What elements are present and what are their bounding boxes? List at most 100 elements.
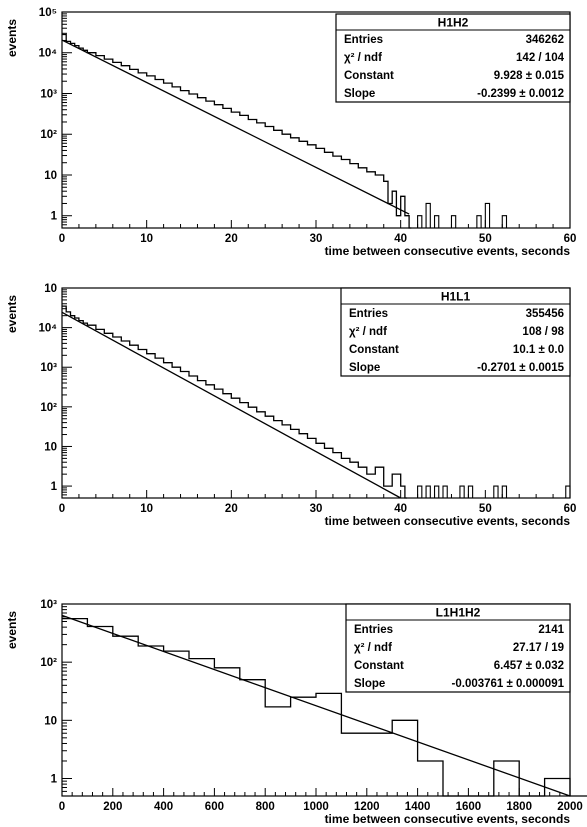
stats-row-label: Constant bbox=[349, 344, 399, 356]
stats-box-frame bbox=[345, 603, 571, 693]
y-tick-label: 1 bbox=[51, 211, 58, 223]
histogram-bin bbox=[442, 485, 448, 498]
stats-row-value: 2141 bbox=[538, 624, 564, 636]
y-tick-label: 10⁴ bbox=[39, 323, 58, 335]
histogram-line bbox=[62, 617, 587, 797]
stats-box: L1H1H2 Entries 2141 χ² / ndf 27.17 / 19 Const… bbox=[345, 603, 571, 693]
stats-row-label: χ² / ndf bbox=[344, 52, 382, 64]
y-tick-label: 10³ bbox=[40, 362, 57, 374]
x-tick-label: 0 bbox=[59, 233, 65, 245]
x-axis-label: time between consecutive events, seconds bbox=[325, 514, 571, 528]
y-tick-label: 10³ bbox=[40, 599, 57, 611]
histogram-bin bbox=[501, 215, 508, 228]
x-axis-label: time between consecutive events, seconds bbox=[325, 244, 571, 258]
y-tick-label: 10 bbox=[44, 170, 57, 182]
y-tick-label: 10² bbox=[40, 129, 57, 141]
stats-row-value: 6.457 ± 0.032 bbox=[494, 660, 564, 672]
stats-row-label: Entries bbox=[354, 624, 393, 636]
x-tick-label: 200 bbox=[103, 801, 122, 813]
histogram-bin bbox=[433, 485, 440, 498]
x-tick-label: 1600 bbox=[456, 801, 482, 813]
x-tick-label: 30 bbox=[310, 233, 323, 245]
histogram-bin bbox=[493, 485, 499, 498]
histogram-bin bbox=[417, 485, 423, 498]
stats-row-value: 346262 bbox=[526, 34, 564, 46]
x-tick-label: 1800 bbox=[506, 801, 532, 813]
x-tick-label: 600 bbox=[205, 801, 224, 813]
fit-line bbox=[61, 614, 571, 797]
y-axis-label: events bbox=[5, 295, 19, 333]
x-tick-label: 1000 bbox=[303, 801, 329, 813]
stats-box: H1L1 Entries 355456 χ² / ndf 108 / 98 Constan… bbox=[340, 287, 571, 377]
histogram-line bbox=[62, 33, 412, 229]
y-tick-label: 10² bbox=[40, 657, 57, 669]
y-tick-label: 10³ bbox=[40, 88, 57, 100]
stats-row-label: Entries bbox=[344, 34, 383, 46]
x-tick-label: 50 bbox=[479, 233, 492, 245]
x-tick-label: 1200 bbox=[354, 801, 380, 813]
stats-title: H1H2 bbox=[438, 16, 469, 30]
stats-row-label: Slope bbox=[349, 362, 380, 374]
stats-row-value: 142 / 104 bbox=[516, 52, 565, 64]
stats-box: H1H2 Entries 346262 χ² / ndf 142 / 104 Consta… bbox=[335, 13, 571, 103]
stats-title: H1L1 bbox=[441, 290, 471, 304]
histogram-bin bbox=[459, 485, 465, 498]
stats-row-label: Slope bbox=[354, 678, 385, 690]
y-tick-label: 1 bbox=[51, 481, 58, 493]
x-tick-label: 60 bbox=[564, 233, 577, 245]
stats-row-value: -0.003761 ± 0.000091 bbox=[452, 678, 565, 690]
y-tick-label: 10 bbox=[44, 283, 57, 295]
histogram-bin bbox=[425, 485, 431, 498]
y-tick-label: 10⁴ bbox=[39, 48, 58, 60]
chart-panel-h1l1: 0 10 20 30 40 50 60 1 10 10² 10³ 10⁴ 10 time between … bbox=[5, 283, 576, 528]
x-tick-label: 800 bbox=[256, 801, 275, 813]
y-tick-label: 10⁵ bbox=[39, 7, 57, 19]
histogram-bin bbox=[565, 485, 571, 498]
histogram-bin bbox=[417, 215, 423, 228]
x-tick-label: 2000 bbox=[557, 801, 583, 813]
stats-row-label: χ² / ndf bbox=[354, 642, 392, 654]
stats-row-value: 27.17 / 19 bbox=[513, 642, 564, 654]
stats-row-label: Slope bbox=[344, 88, 375, 100]
stats-row-label: Constant bbox=[344, 70, 394, 82]
fit-line bbox=[61, 39, 410, 215]
x-tick-label: 10 bbox=[140, 233, 153, 245]
x-tick-label: 0 bbox=[59, 503, 65, 515]
stats-row-value: -0.2701 ± 0.0015 bbox=[477, 362, 564, 374]
histogram-bin bbox=[484, 202, 491, 228]
y-tick-label: 10 bbox=[44, 441, 57, 453]
stats-row-value: -0.2399 ± 0.0012 bbox=[477, 88, 564, 100]
stats-box-frame bbox=[335, 13, 571, 103]
stats-row-label: Entries bbox=[349, 308, 388, 320]
y-tick-label: 1 bbox=[51, 773, 58, 785]
x-tick-label: 60 bbox=[564, 503, 577, 515]
stats-row-value: 10.1 ± 0.0 bbox=[513, 344, 564, 356]
stats-row-value: 108 / 98 bbox=[522, 326, 564, 338]
fit-line bbox=[61, 311, 401, 499]
y-tick-label: 10² bbox=[40, 402, 57, 414]
x-tick-label: 400 bbox=[154, 801, 173, 813]
stats-box-frame bbox=[340, 287, 571, 377]
histogram-bin bbox=[433, 215, 440, 228]
x-tick-label: 40 bbox=[394, 233, 407, 245]
stats-row-value: 9.928 ± 0.015 bbox=[494, 70, 565, 82]
histogram-bin bbox=[450, 215, 457, 228]
x-tick-label: 20 bbox=[225, 233, 238, 245]
chart-panel-l1h1h2: 0 200 400 600 800 1000 1200 1400 1600 1800 2000 1 10… bbox=[5, 599, 587, 826]
x-tick-label: 30 bbox=[310, 503, 323, 515]
y-axis-label: events bbox=[5, 19, 19, 57]
histogram-bin bbox=[425, 202, 431, 228]
x-tick-label: 50 bbox=[479, 503, 492, 515]
stats-row-label: χ² / ndf bbox=[349, 326, 387, 338]
histogram-line bbox=[62, 305, 407, 499]
histogram-bin bbox=[501, 485, 508, 498]
stats-title: L1H1H2 bbox=[436, 606, 481, 620]
stats-row-value: 355456 bbox=[526, 308, 564, 320]
stats-row-label: Constant bbox=[354, 660, 404, 672]
x-tick-label: 40 bbox=[394, 503, 407, 515]
histogram-bin bbox=[467, 485, 474, 498]
chart-panel-h1h2: 0 10 20 30 40 50 60 1 10 10² 10³ 10⁴ 10⁵ time between… bbox=[5, 7, 576, 258]
x-tick-label: 20 bbox=[225, 503, 238, 515]
y-tick-label: 10 bbox=[44, 715, 57, 727]
